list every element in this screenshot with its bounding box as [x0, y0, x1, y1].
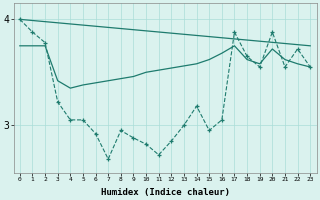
- X-axis label: Humidex (Indice chaleur): Humidex (Indice chaleur): [100, 188, 229, 197]
